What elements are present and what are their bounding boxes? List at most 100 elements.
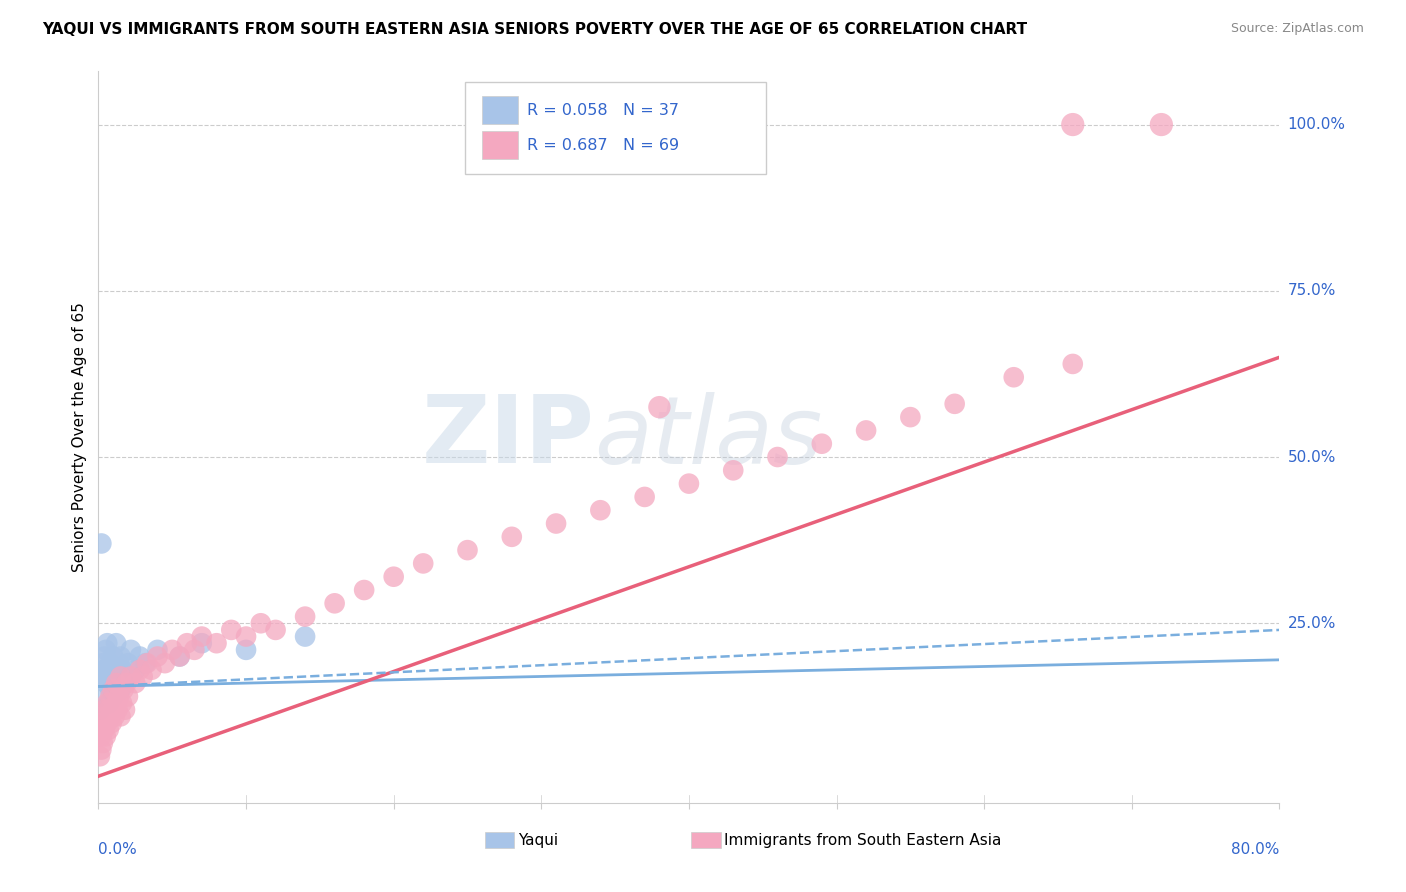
Point [112,682,135,697]
Point [191,630,214,644]
Point [90,536,112,550]
Point [103,682,125,697]
Point [93,649,115,664]
Point [98,682,121,697]
Point [146,649,169,664]
Point [90,682,112,697]
Point [264,623,287,637]
Point [766,450,789,464]
Point [94,709,117,723]
Point [235,643,257,657]
Point [501,530,523,544]
Point [1062,357,1084,371]
Point [146,643,169,657]
Point [96,669,118,683]
Point [120,669,142,683]
Text: 75.0%: 75.0% [1288,284,1336,298]
Point [141,663,163,677]
Point [107,669,129,683]
Point [105,636,128,650]
Point [323,596,346,610]
Point [294,609,316,624]
Point [205,636,228,650]
Point [169,649,191,664]
Point [104,676,127,690]
Point [1150,118,1173,132]
Point [382,570,405,584]
Point [111,663,134,677]
FancyBboxPatch shape [482,131,517,159]
Text: 100.0%: 100.0% [1288,117,1346,132]
FancyBboxPatch shape [692,832,721,848]
Point [97,703,120,717]
Point [98,656,121,670]
Point [546,516,568,531]
Point [105,663,128,677]
Point [114,703,136,717]
Point [110,669,132,683]
Point [235,630,257,644]
Point [589,503,612,517]
Point [89,749,111,764]
Point [900,410,922,425]
Point [107,703,129,717]
Point [250,616,273,631]
Text: YAQUI VS IMMIGRANTS FROM SOUTH EASTERN ASIA SENIORS POVERTY OVER THE AGE OF 65 C: YAQUI VS IMMIGRANTS FROM SOUTH EASTERN A… [42,22,1028,37]
Point [1062,118,1084,132]
Point [128,649,150,664]
FancyBboxPatch shape [464,82,766,174]
Text: 0.0%: 0.0% [98,842,138,856]
Point [104,709,127,723]
Point [634,490,657,504]
Text: ZIP: ZIP [422,391,595,483]
Point [294,630,316,644]
Point [108,690,131,704]
Point [117,690,139,704]
Point [90,729,112,743]
Point [110,709,132,723]
Point [153,656,176,670]
Text: Yaqui: Yaqui [517,832,558,847]
Point [110,649,132,664]
Point [97,723,120,737]
Point [678,476,700,491]
Point [94,729,117,743]
Text: 50.0%: 50.0% [1288,450,1336,465]
Point [93,723,115,737]
Point [96,636,118,650]
Point [96,716,118,731]
Point [176,636,198,650]
Point [117,656,139,670]
Text: R = 0.687   N = 69: R = 0.687 N = 69 [527,137,679,153]
Point [94,643,117,657]
Point [93,703,115,717]
Point [353,582,375,597]
Point [136,656,159,670]
Point [100,669,122,683]
Point [98,690,121,704]
Point [103,703,125,717]
FancyBboxPatch shape [485,832,515,848]
Point [97,663,120,677]
Point [183,643,205,657]
Point [1002,370,1025,384]
Point [90,742,112,756]
Point [105,676,128,690]
Point [943,397,966,411]
Point [169,649,191,664]
Point [108,656,131,670]
Y-axis label: Seniors Poverty Over the Age of 65: Seniors Poverty Over the Age of 65 [72,302,87,572]
Point [412,557,434,571]
Point [103,649,125,664]
Point [97,696,120,710]
Point [124,663,146,677]
Point [93,663,115,677]
Point [111,696,134,710]
Point [105,696,128,710]
Point [128,663,150,677]
Text: R = 0.058   N = 37: R = 0.058 N = 37 [527,103,679,118]
Point [91,669,114,683]
Text: atlas: atlas [595,392,823,483]
Point [114,676,136,690]
Point [110,682,132,697]
